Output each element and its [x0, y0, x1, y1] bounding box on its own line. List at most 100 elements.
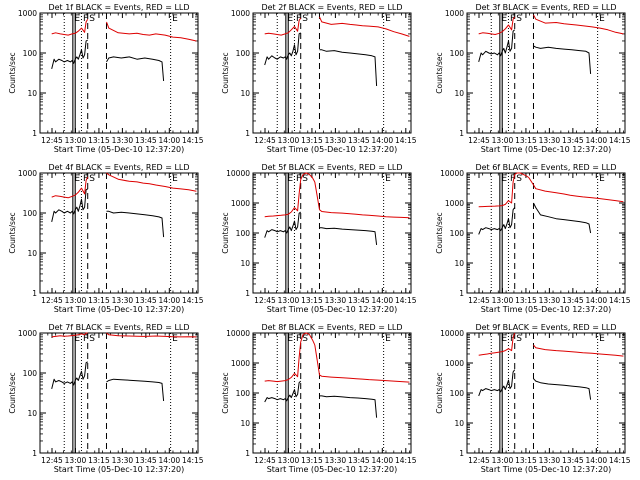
marker-label: S: [302, 14, 308, 24]
x-tick-label: 13:45: [135, 296, 157, 305]
x-tick-label: 14:15: [182, 456, 204, 465]
series-line-lld: [533, 344, 624, 357]
marker-label: E: [172, 14, 178, 24]
x-tick-label: 13:30: [112, 296, 134, 305]
y-axis-label: Counts/sec: [221, 372, 230, 413]
marker-label: F: [83, 14, 88, 24]
y-tick-label: 1000: [445, 9, 464, 18]
chart-panel: Det 7f BLACK = Events, RED = LLD 1 10 100 10…: [8, 323, 204, 474]
x-tick-label: 13:45: [348, 136, 370, 145]
series-line-lld: [106, 172, 197, 192]
plot-frame: [39, 332, 199, 454]
x-tick-label: 13:15: [88, 456, 110, 465]
series-line-events: [319, 49, 378, 87]
y-tick-label: 1000: [18, 329, 37, 338]
series-line-events: [319, 395, 378, 418]
plot-frame: [252, 172, 412, 294]
series-line-events: [264, 211, 302, 238]
y-tick-label: 10: [454, 419, 464, 428]
series-line-lld: [478, 172, 530, 208]
marker-label: E: [172, 174, 178, 184]
x-tick-label: 12:45: [468, 296, 490, 305]
x-axis-label: Start Time (05-Dec-10 12:37:20): [54, 305, 185, 314]
x-tick-label: 14:00: [586, 296, 608, 305]
series-line-lld: [106, 332, 197, 338]
x-tick-label: 13:30: [112, 456, 134, 465]
chart-title: Det 7f BLACK = Events, RED = LLD: [48, 323, 189, 332]
x-tick-label: 14:15: [609, 136, 631, 145]
series-line-events: [106, 56, 165, 82]
y-tick-label: 1: [459, 449, 464, 458]
y-tick-label: 10: [240, 259, 250, 268]
chart-panel: Det 9f BLACK = Events, RED = LLD 1 10 100 10…: [435, 323, 631, 474]
marker-label: E: [287, 174, 293, 184]
y-tick-label: 1: [245, 289, 250, 298]
y-tick-label: 1: [32, 289, 37, 298]
x-tick-label: 12:45: [41, 136, 63, 145]
marker-label: F: [296, 14, 301, 24]
chart-panel: Det 4f BLACK = Events, RED = LLD 1 10 100 10…: [8, 163, 204, 314]
series-line-lld: [478, 332, 516, 356]
x-tick-label: 13:00: [65, 296, 87, 305]
y-tick-label: 100: [23, 49, 38, 58]
y-tick-label: 1: [245, 129, 250, 138]
chart-panel: Det 5f BLACK = Events, RED = LLD 1 10 100 10…: [221, 163, 417, 314]
y-tick-label: 100: [450, 389, 465, 398]
x-tick-label: 13:15: [88, 136, 110, 145]
x-axis-label: Start Time (05-Dec-10 12:37:20): [267, 305, 398, 314]
x-tick-label: 13:30: [539, 296, 561, 305]
y-tick-label: 1: [245, 449, 250, 458]
y-tick-label: 1000: [231, 199, 250, 208]
marker-label: E: [287, 14, 293, 24]
y-axis-label: Counts/sec: [435, 52, 444, 93]
x-tick-label: 13:30: [325, 456, 347, 465]
marker-label: E: [74, 174, 80, 184]
chart-title: Det 8f BLACK = Events, RED = LLD: [261, 323, 402, 332]
x-tick-label: 13:30: [539, 456, 561, 465]
plot-frame: [39, 12, 199, 134]
y-tick-label: 1000: [231, 9, 250, 18]
plot-frame: [252, 12, 412, 134]
y-tick-label: 10000: [226, 169, 250, 178]
x-tick-label: 14:00: [586, 136, 608, 145]
x-tick-label: 14:00: [159, 296, 181, 305]
x-tick-label: 12:45: [41, 456, 63, 465]
marker-label: E: [74, 14, 80, 24]
x-tick-label: 13:15: [515, 296, 537, 305]
series-line-events: [106, 378, 165, 402]
x-tick-label: 13:30: [325, 296, 347, 305]
x-tick-label: 14:15: [395, 456, 417, 465]
y-tick-label: 10000: [440, 169, 464, 178]
y-axis-label: Counts/sec: [221, 52, 230, 93]
marker-label: S: [516, 174, 522, 184]
y-tick-label: 1000: [18, 169, 37, 178]
y-tick-label: 1000: [445, 199, 464, 208]
chart-title: Det 9f BLACK = Events, RED = LLD: [475, 323, 616, 332]
series-line-lld: [51, 176, 89, 199]
x-tick-label: 13:45: [562, 296, 584, 305]
marker-label: S: [516, 334, 522, 344]
x-tick-label: 13:45: [348, 456, 370, 465]
series-line-events: [478, 207, 516, 235]
x-tick-label: 12:45: [254, 296, 276, 305]
series-line-lld: [528, 177, 624, 203]
y-tick-label: 10000: [440, 329, 464, 338]
x-axis-label: Start Time (05-Dec-10 12:37:20): [481, 145, 612, 154]
series-line-events: [319, 227, 378, 245]
x-tick-label: 13:15: [301, 136, 323, 145]
marker-label: F: [83, 334, 88, 344]
x-tick-label: 13:00: [492, 296, 514, 305]
chart-title: Det 3f BLACK = Events, RED = LLD: [475, 3, 616, 12]
marker-label: F: [296, 174, 301, 184]
x-tick-label: 13:00: [65, 456, 87, 465]
y-axis-label: Counts/sec: [221, 212, 230, 253]
marker-label: E: [501, 14, 507, 24]
plot-frame: [252, 332, 412, 454]
marker-label: S: [89, 14, 95, 24]
series-line-events: [478, 369, 516, 397]
x-tick-label: 12:45: [41, 296, 63, 305]
y-tick-label: 100: [236, 229, 251, 238]
chart-panel: Det 6f BLACK = Events, RED = LLD 1 10 100 10…: [435, 163, 631, 314]
series-line-lld: [264, 17, 302, 36]
x-tick-label: 13:45: [135, 456, 157, 465]
